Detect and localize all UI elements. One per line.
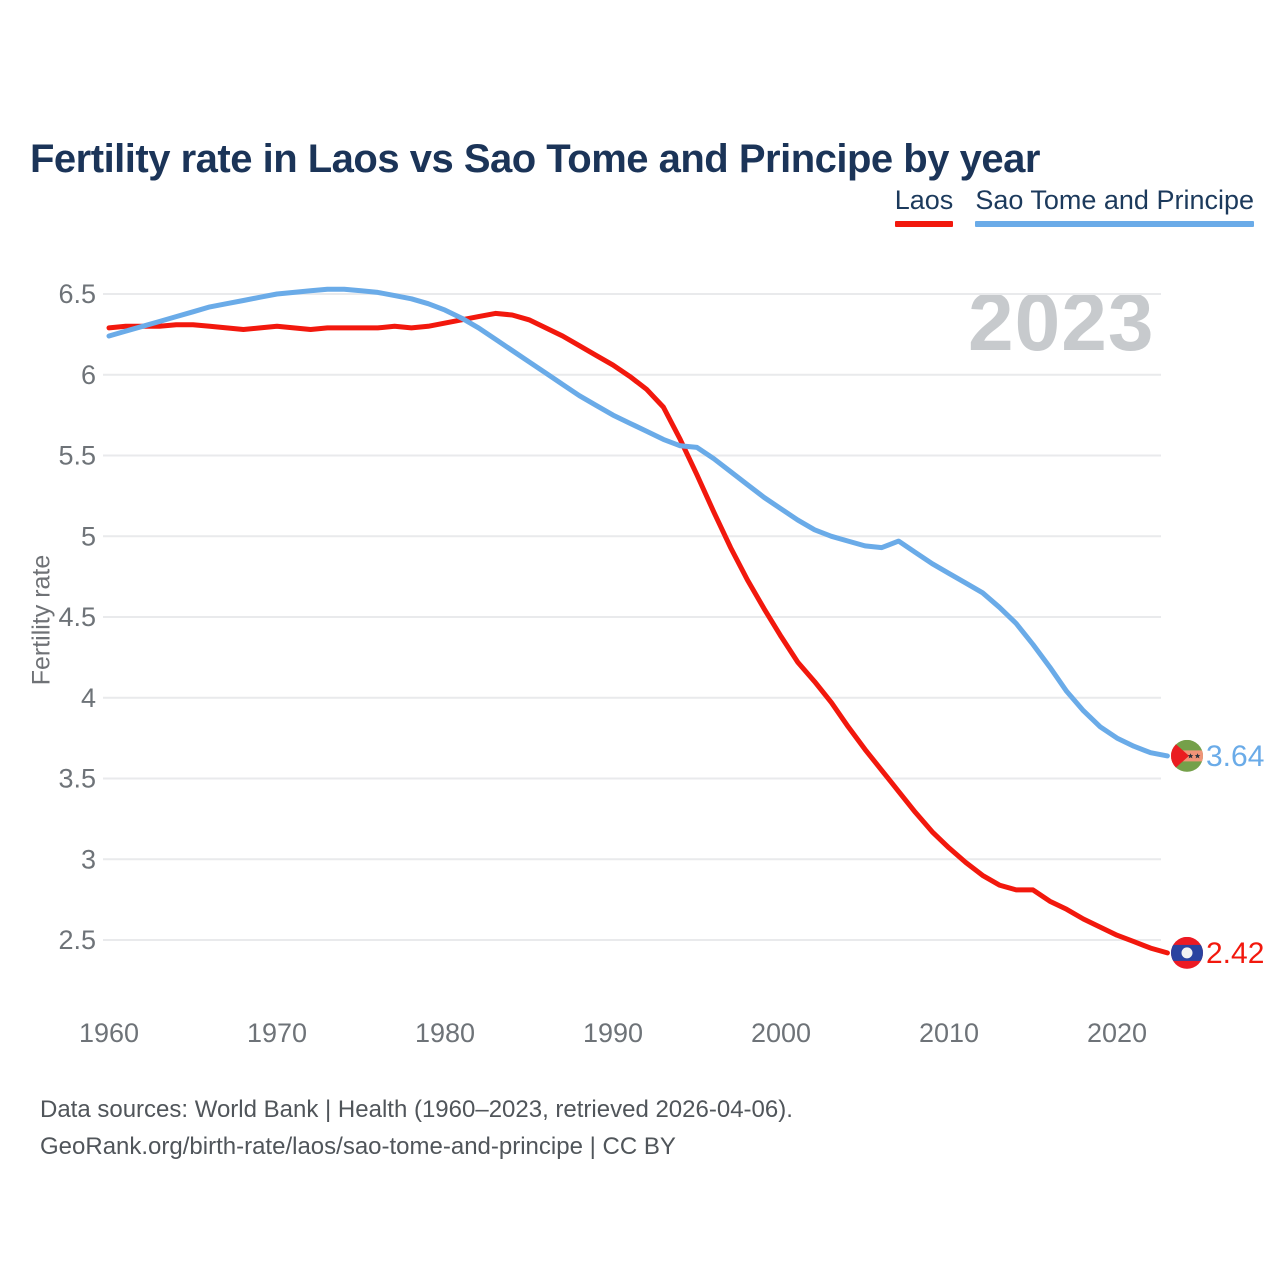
y-tick-label: 6.5 <box>58 279 96 309</box>
y-tick-label: 4.5 <box>58 602 96 632</box>
source-line-1: Data sources: World Bank | Health (1960–… <box>40 1096 793 1123</box>
y-tick-label: 5.5 <box>58 441 96 471</box>
gridlines <box>103 293 1161 941</box>
x-tick-label: 1980 <box>415 1018 475 1048</box>
series-end-value-labels: 2.42 3.64 <box>1206 740 1264 970</box>
year-watermark: 2023 <box>968 277 1155 368</box>
page-title: Fertility rate in Laos vs Sao Tome and P… <box>30 136 1040 181</box>
legend-item-sao-tome[interactable]: Sao Tome and Principe <box>975 185 1254 227</box>
laos-flag-icon <box>1171 936 1203 969</box>
x-tick-label: 2000 <box>751 1018 811 1048</box>
source-attribution: Data sources: World Bank | Health (1960–… <box>40 1091 793 1165</box>
y-tick-label: 3.5 <box>58 764 96 794</box>
series-line-sao-tome[interactable] <box>106 286 1170 759</box>
y-axis-tick-labels: 2.5 3 3.5 4 4.5 5 5.5 6 6.5 <box>58 279 96 955</box>
y-tick-label: 6 <box>81 360 96 390</box>
legend: Laos Sao Tome and Principe <box>894 185 1254 227</box>
legend-underline-laos <box>894 221 954 227</box>
x-axis-tick-labels: 1960 1970 1980 1990 2000 2010 2020 <box>79 1018 1147 1048</box>
end-value-label-laos: 2.42 <box>1206 937 1264 970</box>
y-tick-label: 5 <box>81 521 96 551</box>
x-tick-label: 1960 <box>79 1018 139 1048</box>
x-tick-label: 1970 <box>247 1018 307 1048</box>
legend-underline-sao-tome <box>975 221 1254 227</box>
end-value-label-sao-tome: 3.64 <box>1206 740 1264 773</box>
x-tick-label: 1990 <box>583 1018 643 1048</box>
series-lines <box>106 286 1170 956</box>
series-line-laos[interactable] <box>106 310 1170 956</box>
y-tick-label: 4 <box>81 683 96 713</box>
legend-label-laos: Laos <box>894 185 954 215</box>
x-tick-label: 2020 <box>1087 1018 1147 1048</box>
y-tick-label: 2.5 <box>58 925 96 955</box>
sao-tome-and-principe-flag-icon <box>1171 739 1203 772</box>
y-tick-label: 3 <box>81 844 96 874</box>
x-tick-label: 2010 <box>919 1018 979 1048</box>
source-line-2: GeoRank.org/birth-rate/laos/sao-tome-and… <box>40 1133 676 1160</box>
legend-label-sao-tome: Sao Tome and Principe <box>975 185 1254 215</box>
legend-item-laos[interactable]: Laos <box>894 185 954 227</box>
